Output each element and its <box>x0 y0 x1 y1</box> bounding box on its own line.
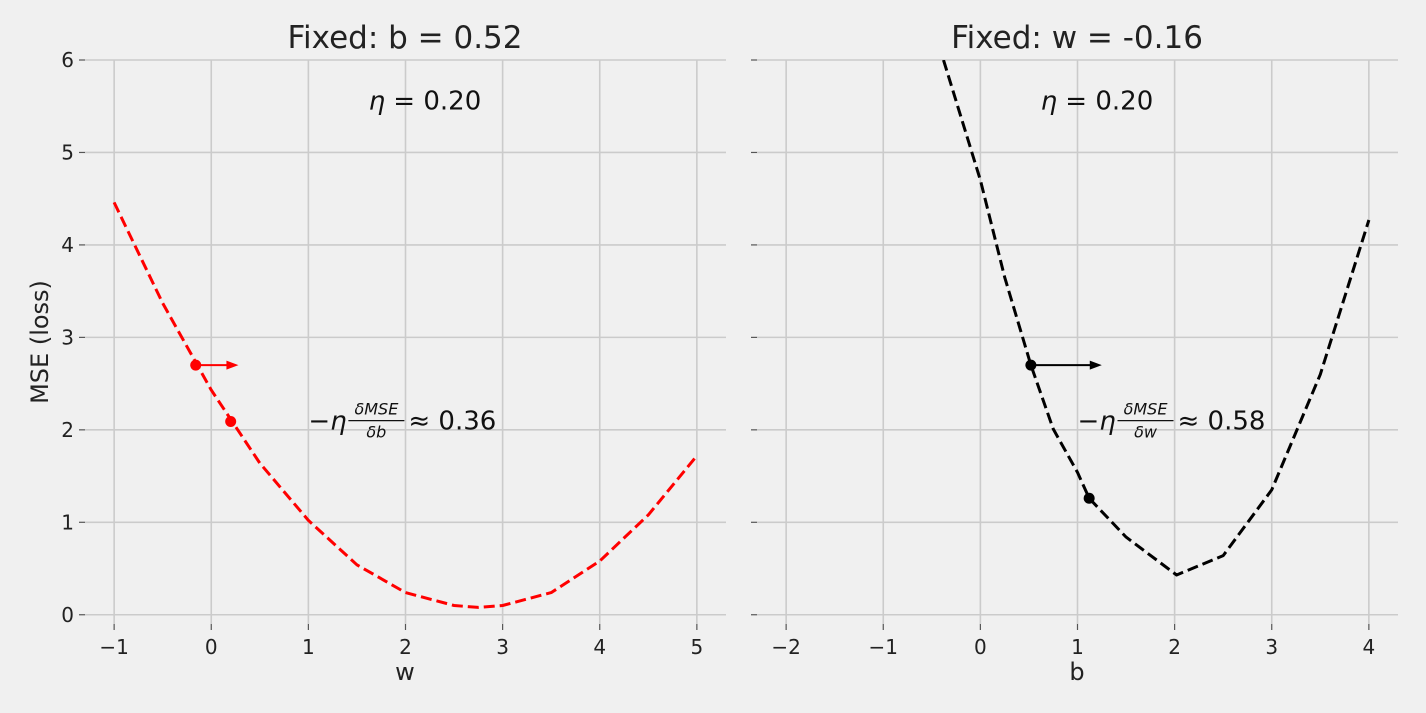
x-tick-label: −1 <box>869 635 898 659</box>
data-point <box>190 359 202 371</box>
annotation-fraction-denominator: δw <box>1134 423 1158 442</box>
y-tick-label: 2 <box>61 418 74 442</box>
annotation-value: ≈ 0.36 <box>408 407 496 437</box>
annotation-fraction-denominator: δb <box>366 423 386 442</box>
y-tick-label: 4 <box>61 233 74 257</box>
x-tick-label: 0 <box>974 635 987 659</box>
chart-title: Fixed: b = 0.52 <box>287 20 522 56</box>
x-axis-label: b <box>1069 658 1084 686</box>
y-tick-label: 0 <box>61 603 74 627</box>
right-chart-panel: Fixed: w = -0.16 b −2 −1 0 1 2 3 4 η = 0.20 −η δM… <box>751 20 1398 686</box>
left-chart-panel: Fixed: b = 0.52 MSE (loss) w −1 0 1 2 3 4 5 0 1 2… <box>26 20 726 686</box>
annotation-fraction-numerator: δMSE <box>1124 400 1169 419</box>
x-tick-label: 0 <box>205 635 218 659</box>
x-tick-label: 2 <box>1168 635 1181 659</box>
learning-rate-annotation: η = 0.20 <box>369 87 482 117</box>
annotation-fraction-numerator: δMSE <box>354 400 399 419</box>
y-tick-label: 1 <box>61 510 74 534</box>
y-axis-label: MSE (loss) <box>26 280 54 404</box>
grid <box>85 59 726 624</box>
data-point <box>225 416 237 428</box>
x-tick-label: 3 <box>496 635 509 659</box>
x-tick-label: −2 <box>771 635 800 659</box>
y-tick-label: 3 <box>61 325 74 349</box>
chart-title: Fixed: w = -0.16 <box>951 20 1203 56</box>
x-axis-label: w <box>395 658 415 686</box>
x-tick-label: 5 <box>690 635 703 659</box>
loss-curve-line <box>942 60 1371 577</box>
learning-rate-annotation: η = 0.20 <box>1041 87 1154 117</box>
x-tick-label: −1 <box>99 635 128 659</box>
gradient-step-annotation: −η δMSE δb ≈ 0.36 <box>308 400 496 442</box>
loss-curve-line <box>112 201 699 609</box>
x-tick-label: 4 <box>1362 635 1375 659</box>
annotation-prefix: −η <box>308 407 346 437</box>
y-tick-label: 6 <box>61 48 74 72</box>
data-point <box>1025 359 1037 371</box>
x-tick-label: 2 <box>399 635 412 659</box>
gradient-step-arrow-head <box>1089 360 1102 370</box>
x-tick-label: 1 <box>1071 635 1084 659</box>
annotation-prefix: −η <box>1078 407 1116 437</box>
gradient-step-arrow-head <box>226 360 239 370</box>
grid <box>757 59 1398 624</box>
x-tick-label: 4 <box>593 635 606 659</box>
y-tick-label: 5 <box>61 140 74 164</box>
data-point <box>1083 492 1095 504</box>
annotation-value: ≈ 0.58 <box>1178 407 1266 437</box>
x-tick-label: 3 <box>1265 635 1278 659</box>
gradient-step-annotation: −η δMSE δw ≈ 0.58 <box>1078 400 1266 442</box>
x-tick-label: 1 <box>302 635 315 659</box>
